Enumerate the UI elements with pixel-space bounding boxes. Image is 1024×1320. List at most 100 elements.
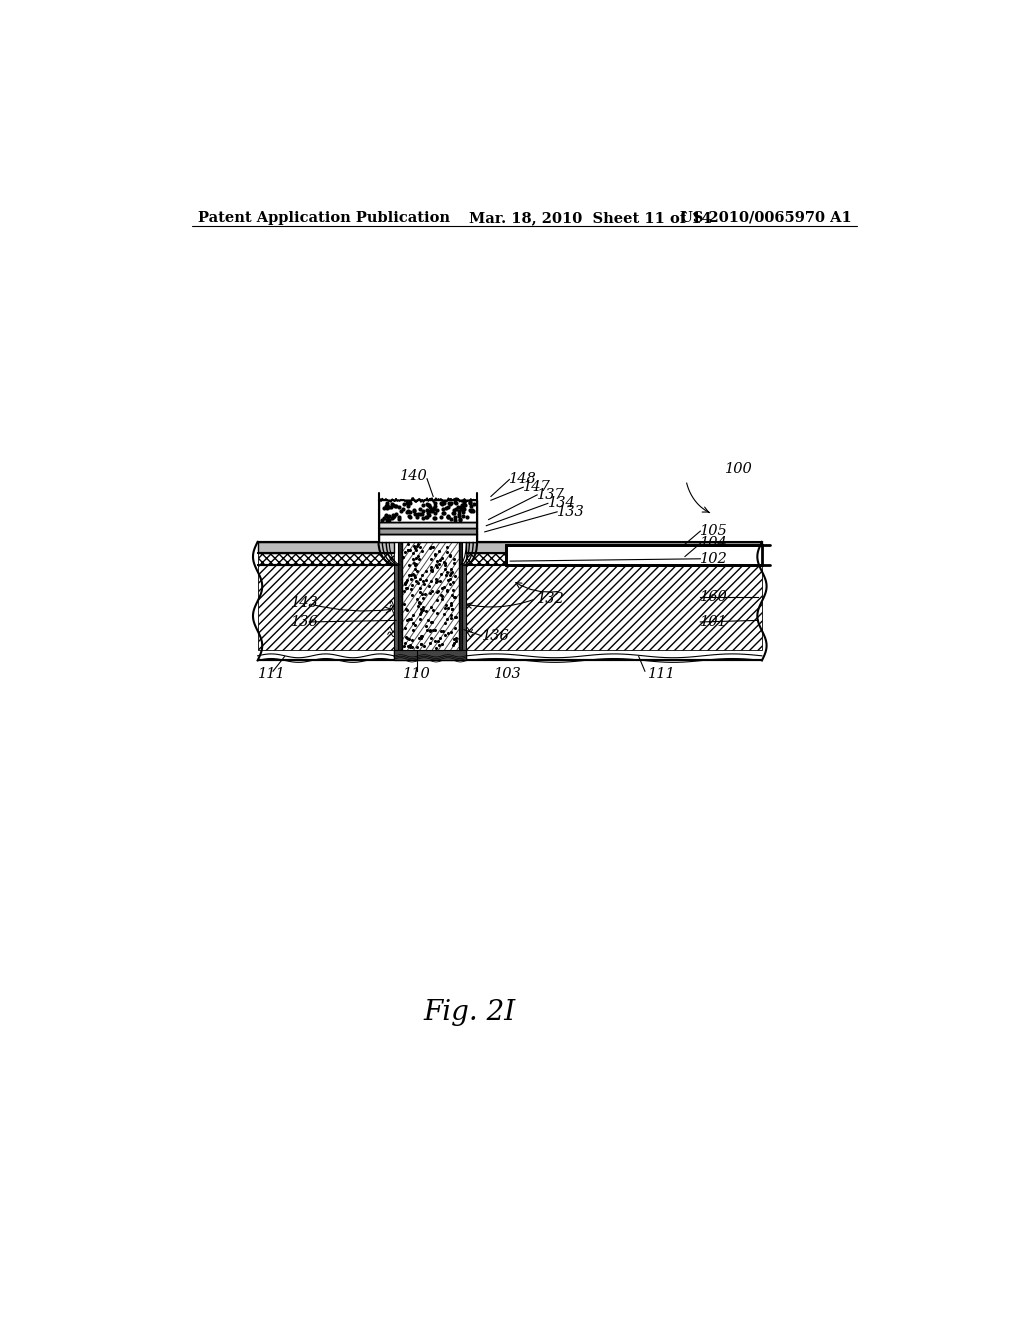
Bar (506, 545, 762, 565)
Point (411, 549, 427, 570)
Point (434, 494, 451, 515)
Point (404, 585, 421, 606)
Point (399, 540, 416, 561)
Text: 148: 148 (509, 473, 538, 487)
Point (413, 537, 429, 558)
Point (404, 605, 421, 626)
Point (455, 506, 471, 527)
Text: 133: 133 (557, 504, 585, 519)
Point (441, 544, 458, 565)
Point (383, 496, 399, 517)
Point (463, 500, 479, 521)
Point (400, 628, 417, 649)
Point (395, 499, 412, 520)
Point (408, 554, 424, 576)
Point (408, 553, 424, 574)
Point (447, 492, 464, 513)
Text: 102: 102 (700, 552, 728, 566)
Point (410, 572, 426, 593)
Point (438, 579, 455, 601)
Point (374, 510, 390, 531)
Point (407, 614, 423, 635)
Point (424, 558, 440, 579)
Point (415, 597, 431, 618)
Text: 132: 132 (538, 591, 565, 606)
Bar (466, 553, 762, 565)
Point (443, 562, 460, 583)
Point (429, 550, 445, 572)
Point (445, 500, 462, 521)
Text: Mar. 18, 2010  Sheet 11 of 14: Mar. 18, 2010 Sheet 11 of 14 (469, 211, 712, 224)
Point (410, 533, 426, 554)
Point (429, 582, 445, 603)
Point (415, 599, 431, 620)
Bar (258, 543, 394, 553)
Point (423, 557, 439, 578)
Point (401, 492, 418, 513)
Point (449, 630, 465, 651)
Point (379, 510, 395, 531)
Point (423, 611, 439, 632)
Point (400, 496, 417, 517)
Point (437, 612, 454, 634)
Point (414, 583, 430, 605)
Point (402, 578, 419, 599)
Point (424, 537, 440, 558)
Point (418, 560, 434, 581)
Point (408, 539, 424, 560)
Point (435, 503, 452, 524)
Point (419, 507, 435, 528)
Point (413, 626, 429, 647)
Point (447, 565, 464, 586)
Point (401, 507, 418, 528)
Point (404, 612, 421, 634)
Point (398, 492, 415, 513)
Bar (506, 545, 762, 565)
Point (413, 598, 429, 619)
Point (415, 587, 431, 609)
Point (384, 494, 400, 515)
Point (422, 632, 438, 653)
Text: 100: 100 (725, 462, 753, 477)
Point (444, 572, 461, 593)
Point (457, 494, 473, 515)
Point (442, 492, 459, 513)
Point (438, 595, 455, 616)
Point (423, 548, 439, 569)
Point (445, 552, 462, 573)
Point (441, 494, 458, 515)
Point (439, 579, 456, 601)
Point (414, 602, 430, 623)
Point (456, 491, 472, 512)
Point (380, 506, 396, 527)
Point (386, 506, 402, 527)
Point (446, 628, 463, 649)
Point (408, 548, 424, 569)
Point (444, 502, 461, 523)
Point (429, 590, 445, 611)
Point (434, 585, 451, 606)
Point (422, 583, 438, 605)
Point (429, 556, 445, 577)
Point (417, 583, 433, 605)
Text: 110: 110 (403, 668, 431, 681)
Point (453, 510, 469, 531)
Point (434, 620, 451, 642)
Bar (466, 565, 762, 649)
Point (378, 506, 394, 527)
Point (430, 630, 446, 651)
Point (410, 545, 426, 566)
Point (423, 500, 439, 521)
Point (439, 623, 456, 644)
Point (437, 498, 454, 519)
Text: 101: 101 (700, 615, 728, 628)
Point (376, 498, 392, 519)
Point (397, 598, 414, 619)
Point (444, 579, 461, 601)
Point (380, 496, 396, 517)
Point (395, 546, 412, 568)
Point (436, 597, 453, 618)
Point (406, 565, 422, 586)
Point (427, 495, 443, 516)
Point (436, 553, 453, 574)
